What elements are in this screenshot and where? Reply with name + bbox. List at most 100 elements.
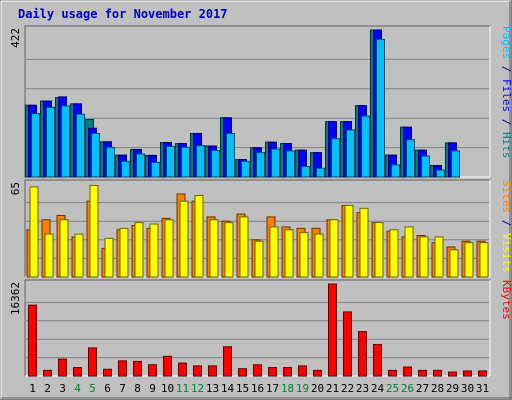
bar-pages-day-15 (241, 160, 250, 178)
x-tick-label: 6 (104, 382, 111, 395)
x-tick-label: 19 (296, 382, 309, 395)
bar-kbytes-day-1 (28, 304, 37, 377)
bar-kbytes-day-14 (223, 346, 232, 377)
x-tick-label: 17 (266, 382, 279, 395)
x-tick-label: 22 (341, 382, 354, 395)
bar-kbytes-day-18 (283, 367, 292, 377)
x-tick-label: 28 (431, 382, 444, 395)
panel-hits-legend: Pages / Files / Hits (500, 26, 512, 159)
bar-pages-day-20 (316, 167, 325, 178)
x-tick-label: 7 (119, 382, 126, 395)
x-tick-label: 5 (89, 382, 96, 395)
bar-kbytes-day-31 (478, 370, 487, 377)
bar-kbytes-day-27 (418, 369, 427, 377)
x-tick-label: 12 (191, 382, 204, 395)
bar-pages-day-13 (211, 150, 220, 178)
bar-pages-day-2 (46, 106, 55, 178)
panel-kbytes-plot-area (24, 279, 491, 377)
bar-kbytes-day-5 (88, 347, 97, 377)
bar-kbytes-day-23 (358, 331, 367, 377)
bar-sites-day-5 (89, 184, 99, 278)
bar-sites-day-19 (299, 232, 309, 278)
bar-sites-day-2 (44, 233, 54, 278)
legend-part: Pages (500, 26, 512, 59)
x-tick-label: 21 (326, 382, 339, 395)
x-tick-label: 20 (311, 382, 324, 395)
bar-pages-day-21 (331, 138, 340, 178)
bar-kbytes-day-6 (103, 368, 112, 377)
x-tick-label: 15 (236, 382, 249, 395)
legend-part: Hits (500, 132, 512, 159)
bar-pages-day-23 (361, 115, 370, 178)
bar-sites-day-29 (449, 249, 459, 278)
bar-pages-day-10 (166, 145, 175, 178)
x-tick-label: 27 (416, 382, 429, 395)
bar-sites-day-31 (479, 242, 489, 278)
bar-sites-day-17 (269, 226, 279, 278)
bar-sites-day-1 (29, 186, 39, 278)
x-tick-label: 1 (29, 382, 36, 395)
x-tick-label: 14 (221, 382, 235, 395)
bar-pages-day-11 (181, 146, 190, 178)
panel-kbytes-max-label: 16362 (9, 282, 22, 315)
x-tick-label: 3 (59, 382, 66, 395)
bar-kbytes-day-8 (133, 360, 142, 377)
panel-hits-max-label: 422 (9, 28, 22, 48)
panel-visits-legend: Sites / Visits (500, 180, 512, 273)
bar-pages-day-19 (301, 166, 310, 178)
bar-kbytes-day-12 (193, 365, 202, 377)
x-tick-label: 9 (149, 382, 156, 395)
legend-part: / (500, 112, 512, 132)
bar-kbytes-day-3 (58, 358, 67, 377)
x-tick-label: 16 (251, 382, 264, 395)
panel-kbytes: 16362 KBytes (9, 279, 512, 377)
x-tick-label: 29 (446, 382, 459, 395)
x-tick-label: 18 (281, 382, 294, 395)
bar-kbytes-day-28 (433, 369, 442, 377)
bar-pages-day-24 (376, 38, 385, 178)
legend-part: Sites (500, 180, 512, 213)
bar-pages-day-28 (436, 169, 445, 178)
bar-kbytes-day-17 (268, 367, 277, 377)
panel-visits: 65 Sites / Visits (9, 179, 512, 278)
bar-pages-day-17 (271, 148, 280, 178)
chart-panels: 422 Pages / Files / Hits 65 Sites / Visits 1… (9, 25, 512, 377)
bar-sites-day-16 (254, 240, 264, 278)
bar-sites-day-28 (434, 236, 444, 278)
legend-part: Visits (500, 233, 512, 273)
bar-pages-day-29 (451, 150, 460, 178)
bar-pages-day-4 (76, 113, 85, 178)
bar-kbytes-day-4 (73, 367, 82, 377)
x-tick-label: 30 (461, 382, 474, 395)
bar-sites-day-27 (419, 236, 429, 278)
panel-visits-max-label: 65 (9, 182, 22, 195)
bar-pages-day-22 (346, 129, 355, 178)
bar-sites-day-6 (104, 237, 114, 278)
bar-sites-day-14 (224, 222, 234, 278)
legend-part: / (500, 213, 512, 233)
bar-sites-day-7 (119, 227, 129, 278)
legend-part: Files (500, 79, 512, 112)
panel-hits: 422 Pages / Files / Hits (9, 25, 512, 178)
bar-kbytes-day-2 (43, 369, 52, 377)
bar-kbytes-day-15 (238, 368, 247, 377)
x-tick-label: 25 (386, 382, 399, 395)
bar-pages-day-16 (256, 152, 265, 178)
chart-title: Daily usage for November 2017 (18, 7, 228, 21)
bar-sites-day-24 (374, 222, 384, 278)
bar-pages-day-5 (91, 132, 100, 178)
bar-sites-day-25 (389, 229, 399, 278)
bar-sites-day-21 (329, 219, 339, 278)
bar-sites-day-8 (134, 222, 144, 278)
bar-kbytes-day-16 (253, 364, 262, 377)
bar-kbytes-day-19 (298, 365, 307, 377)
bar-kbytes-day-26 (403, 366, 412, 377)
bar-kbytes-day-9 (148, 364, 157, 377)
x-tick-label: 2 (44, 382, 51, 395)
bar-kbytes-day-7 (118, 360, 127, 377)
bar-pages-day-27 (421, 155, 430, 178)
x-tick-label: 13 (206, 382, 219, 395)
bar-pages-day-8 (136, 153, 145, 178)
bar-pages-day-9 (151, 161, 160, 178)
